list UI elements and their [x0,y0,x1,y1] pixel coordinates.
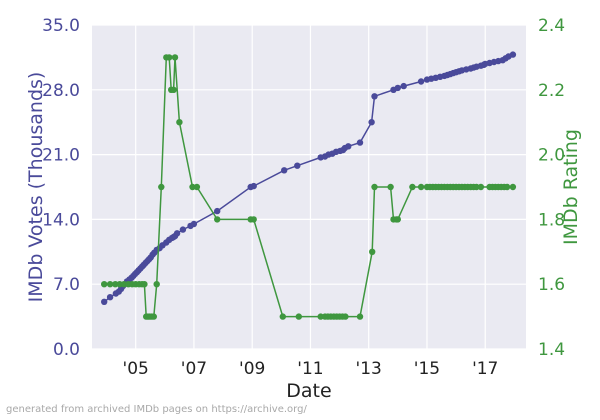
rating-data-point [170,86,177,94]
y-right-tick-label: 1.8 [538,210,565,230]
votes-data-point [250,182,257,190]
y-left-tick-label: 14.0 [42,210,80,230]
rating-data-point [295,313,302,320]
votes-data-point [179,226,187,233]
source-credit: generated from archived IMDb pages on ht… [6,404,307,415]
x-tick-label: '13 [356,359,382,379]
x-tick-label: '11 [297,359,323,379]
y-right-tick-label: 1.4 [538,340,565,360]
y-right-tick-label: 2.2 [538,81,565,101]
y-right-tick-label: 2.0 [538,146,565,166]
rating-data-point [158,183,165,191]
rating-data-point [101,281,108,288]
votes-data-point [356,139,364,146]
rating-data-point [189,183,196,191]
y-left-tick-label: 28.0 [42,81,80,101]
y-left-tick-label: 7.0 [53,275,80,295]
rating-data-point [141,281,148,288]
rating-data-point [356,313,364,320]
rating-data-point [369,248,376,255]
votes-data-point [214,207,221,215]
rating-data-point [120,281,128,288]
rating-data-point [153,281,160,288]
rating-data-point [394,216,401,223]
rating-data-point [473,183,480,191]
rating-data-point [214,216,221,223]
tick-labels: '05 '07 '09 '11 '13 '15 '17 0.0 7.0 14.0 21.0 28.0 3… [42,16,565,379]
votes-data-point [394,84,401,92]
x-tick-label: '09 [239,359,265,379]
votes-data-point [509,51,517,58]
votes-data-point [190,220,198,228]
rating-data-point [171,54,179,61]
y-axis-right-label: IMDb Rating [560,129,582,245]
rating-data-point [509,183,517,191]
votes-data-point [368,119,375,126]
rating-data-point [417,183,425,191]
rating-data-point [342,313,349,320]
y-right-tick-label: 2.4 [538,16,565,36]
x-tick-label: '07 [181,359,207,379]
votes-data-point [371,93,378,100]
y-right-tick-label: 1.6 [538,275,565,295]
x-tick-label: '17 [472,359,498,379]
votes-data-point [173,230,181,237]
votes-data-point [101,298,108,305]
x-tick-label: '05 [123,359,149,379]
x-tick-label: '15 [414,359,440,379]
rating-data-point [193,183,201,191]
rating-data-point [387,183,394,191]
votes-data-point [345,143,352,150]
y-left-tick-label: 35.0 [42,16,80,36]
rating-data-point [250,216,257,223]
rating-data-point [409,183,416,191]
rating-data-point [112,281,119,288]
votes-data-point [294,162,301,169]
y-axis-left-label: IMDb Votes (Thousands) [25,72,47,303]
rating-data-point [279,313,286,320]
rating-data-point [477,183,485,191]
x-axis-label: Date [286,380,331,402]
rating-data-point [106,281,114,288]
series-layer [101,51,517,320]
votes-data-point [417,78,425,85]
rating-data-point [503,183,511,191]
rating-data-point [176,119,183,126]
rating-data-point [150,313,157,320]
votes-data-point [281,167,288,174]
y-left-tick-label: 21.0 [42,146,80,166]
votes-data-point [400,82,407,90]
y-left-tick-label: 0.0 [53,340,80,360]
rating-data-point [371,183,378,191]
rating-data-point [166,54,173,61]
votes-data-point [106,294,114,301]
